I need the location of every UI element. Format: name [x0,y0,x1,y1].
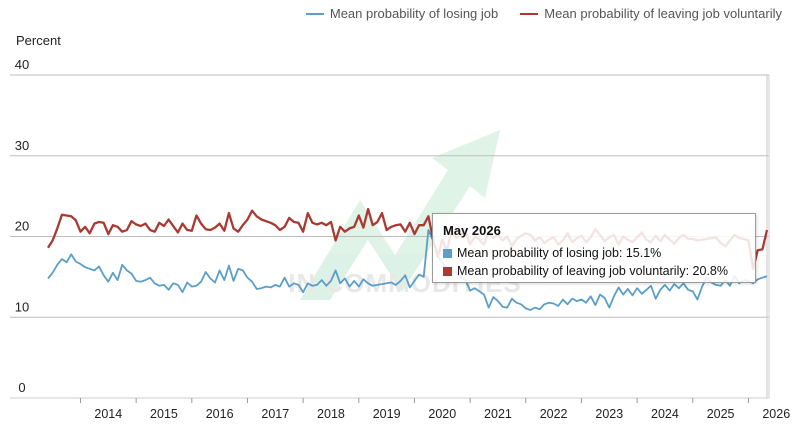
tooltip-row-losing-job: Mean probability of losing job: 15.1% [443,246,661,260]
y-tick-label-10: 10 [15,299,29,314]
legend-swatch-losing-job [305,12,324,15]
x-tick-label-2021: 2021 [484,407,512,421]
watermark-arrow-shape [300,130,500,300]
legend-item-leaving-job[interactable]: Mean probability of leaving job voluntar… [520,6,782,21]
x-tick-label-2018: 2018 [317,407,345,421]
x-tick-label-2020: 2020 [428,407,456,421]
x-tick-label-2017: 2017 [261,407,289,421]
y-tick-label-40: 40 [15,57,29,72]
tooltip-swatch-leaving-job [443,266,452,276]
x-tick-label-2023: 2023 [595,407,623,421]
y-axis-label: Percent [16,33,61,48]
tooltip-text-losing-job: Mean probability of losing job: 15.1% [457,246,662,260]
tooltip-text-leaving-job: Mean probability of leaving job voluntar… [457,264,728,278]
x-tick-label-2026: 2026 [762,407,790,421]
tooltip-swatch-losing-job [443,248,452,258]
y-tick-label-30: 30 [15,138,29,153]
x-tick-label-2022: 2022 [540,407,568,421]
series-line-losing-job [47,229,768,311]
x-tick-label-2016: 2016 [206,407,234,421]
x-tick-label-2015: 2015 [150,407,178,421]
legend-swatch-leaving-job [520,12,539,15]
x-tick-label-2025: 2025 [707,407,735,421]
x-tick-label-2024: 2024 [651,407,679,421]
tooltip-title: May 2026 [443,223,501,238]
tooltip: May 2026 Mean probability of losing job:… [432,213,756,283]
x-tick-label-2014: 2014 [94,407,122,421]
legend: Mean probability of losing job Mean prob… [305,6,782,21]
axes: 0 10 20 30 40 2014 2015 2016 2017 2018 2019 2020 202… [15,57,790,421]
legend-label-leaving-job: Mean probability of leaving job voluntar… [544,6,782,21]
tooltip-row-leaving-job: Mean probability of leaving job voluntar… [443,264,728,278]
legend-item-losing-job[interactable]: Mean probability of losing job [305,6,499,21]
y-tick-label-0: 0 [18,380,25,395]
x-tick-label-2019: 2019 [373,407,401,421]
legend-label-losing-job: Mean probability of losing job [329,6,499,21]
y-tick-label-20: 20 [15,219,29,234]
